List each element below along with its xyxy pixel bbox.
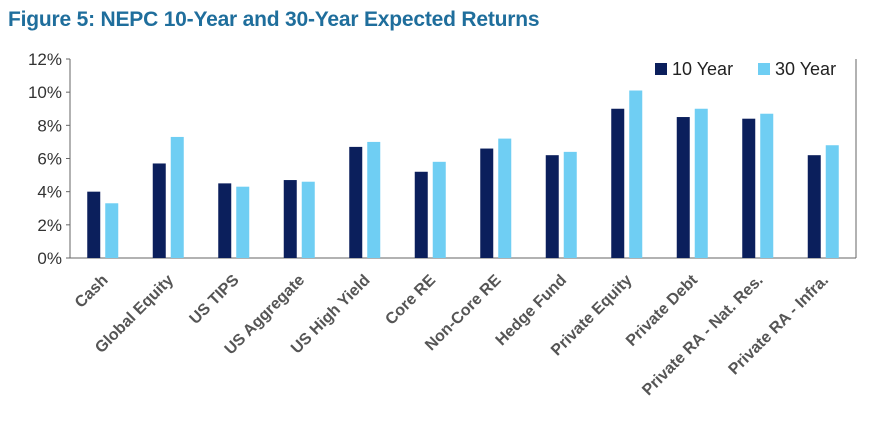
figure-title: Figure 5: NEPC 10-Year and 30-Year Expec… — [8, 8, 540, 31]
y-tick-label: 4% — [37, 183, 62, 202]
y-axis-ticks: 0% 2% 4% 6% 8% 10% 12% — [28, 50, 70, 268]
x-tick-label: Cash — [72, 272, 112, 312]
bar-10-year — [480, 148, 494, 258]
y-tick-label: 2% — [37, 216, 62, 235]
bar-30-year — [367, 141, 381, 258]
bar-30-year — [170, 136, 184, 258]
bar-30-year — [760, 113, 774, 258]
bar-10-year — [218, 183, 232, 258]
legend-label: 10 Year — [672, 59, 733, 79]
bar-30-year — [432, 161, 446, 258]
x-tick-label: Private RA - Nat. Res. — [639, 272, 766, 399]
bar-30-year — [694, 108, 708, 258]
bar-30-year — [498, 138, 512, 258]
bar-30-year — [301, 181, 315, 258]
y-tick-label: 0% — [37, 249, 62, 268]
bar-10-year — [807, 155, 821, 258]
y-tick-label: 8% — [37, 116, 62, 135]
bar-30-year — [563, 151, 577, 258]
x-tick-label: US TIPS — [187, 272, 243, 328]
bar-10-year — [545, 155, 559, 258]
bar-series — [87, 90, 839, 259]
bar-10-year — [283, 180, 297, 258]
bar-10-year — [349, 146, 363, 258]
y-tick-label: 10% — [28, 83, 62, 102]
bar-30-year — [105, 203, 119, 258]
bar-10-year — [611, 108, 625, 258]
bar-10-year — [676, 117, 690, 259]
bar-10-year — [414, 171, 428, 258]
bar-30-year — [825, 145, 839, 258]
y-tick-label: 12% — [28, 50, 62, 69]
bar-30-year — [629, 90, 643, 258]
y-tick-label: 6% — [37, 150, 62, 169]
legend-label: 30 Year — [775, 59, 836, 79]
legend-swatch — [758, 63, 770, 75]
bar-10-year — [742, 118, 756, 258]
legend-swatch — [655, 63, 667, 75]
bar-10-year — [87, 191, 101, 258]
bar-30-year — [236, 186, 250, 258]
bar-10-year — [152, 163, 166, 258]
legend: 10 Year 30 Year — [655, 59, 836, 79]
x-tick-label: Core RE — [382, 272, 439, 329]
